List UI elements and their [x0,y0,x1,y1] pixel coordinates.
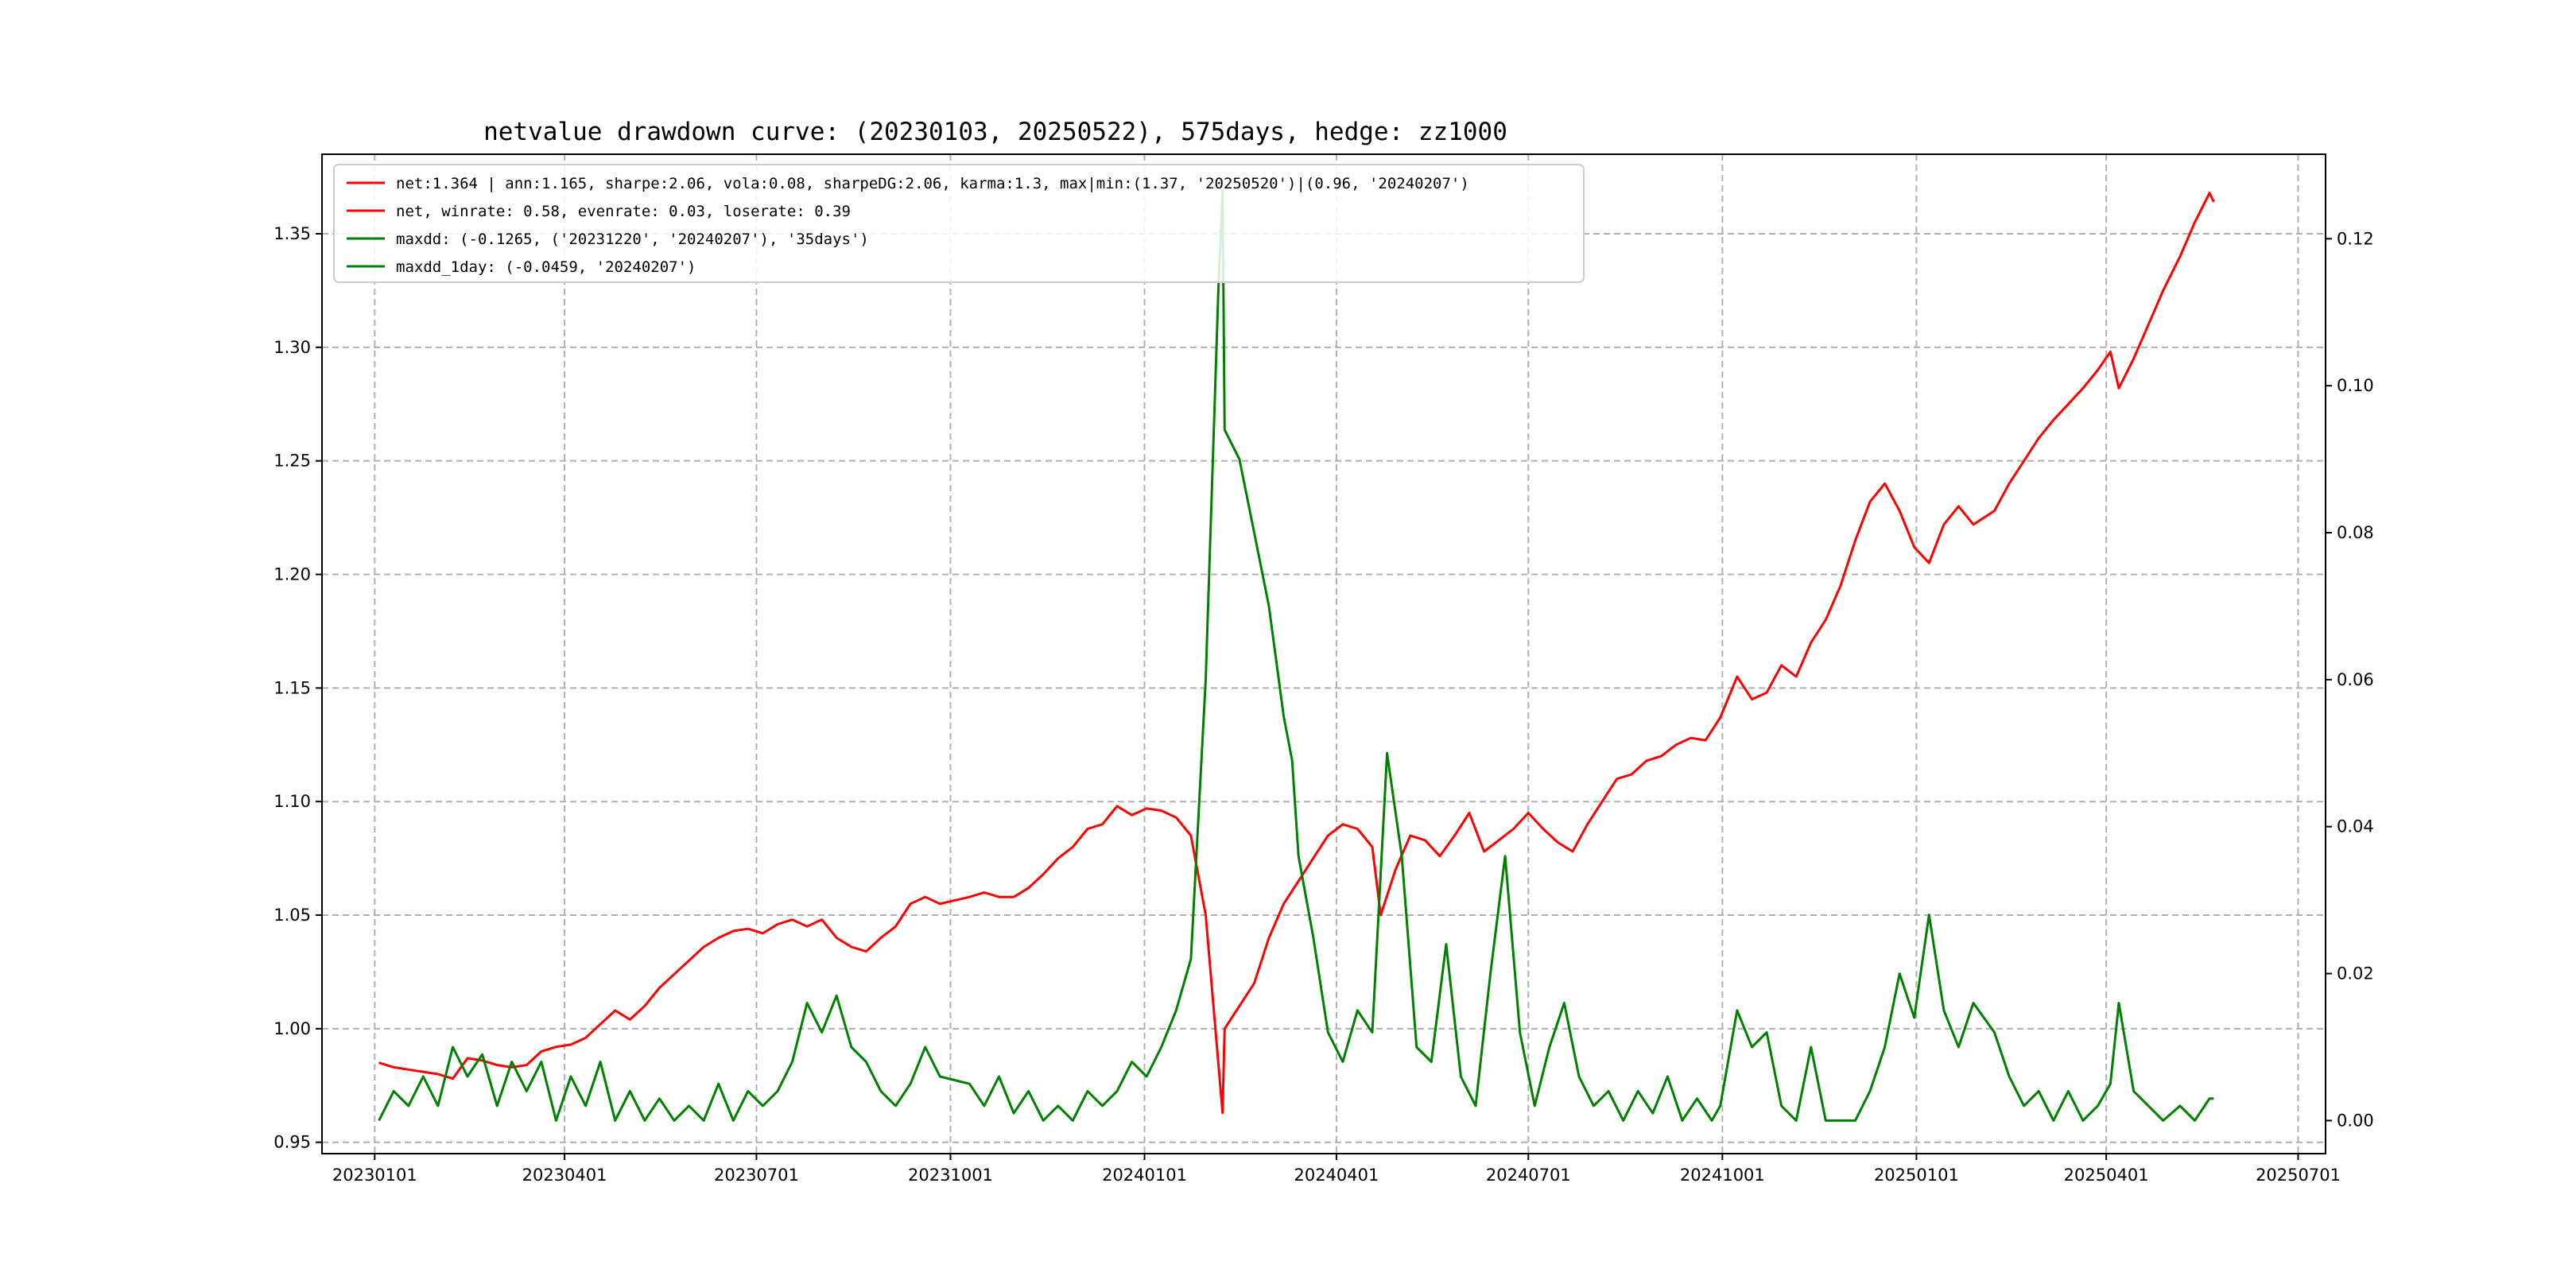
x-tick-label: 20230401 [522,1166,607,1185]
x-tick-label: 20230101 [332,1166,417,1185]
x-tick-label: 20250701 [2256,1166,2341,1185]
net-value-line [378,192,2215,1115]
y2-tick-label: 0.06 [2337,670,2374,689]
drawdown-line [378,189,2214,1122]
y-tick-label: 1.15 [274,678,311,697]
y-tick-label: 1.20 [274,565,311,584]
y2-tick-label: 0.02 [2337,964,2374,983]
y-tick-label: 1.25 [274,452,311,471]
x-tick-label: 20250401 [2064,1166,2149,1185]
y-tick-label: 1.35 [274,224,311,243]
plot-frame [321,153,2326,1154]
series-lines [378,189,2215,1122]
y2-tick-label: 0.10 [2337,376,2374,395]
legend-label-maxdd-1day: maxdd_1day: (-0.0459, '20240207') [396,258,696,276]
x-tick-label: 20241001 [1680,1166,1765,1185]
y-tick-label: 1.05 [274,906,311,925]
x-tick-label: 20240701 [1486,1166,1571,1185]
axes [321,153,2326,1154]
x-tick-label: 20250101 [1874,1166,1959,1185]
x-tick-label: 20230701 [714,1166,799,1185]
y-axis-left-ticks: 0.95 1.00 1.05 1.10 1.15 1.20 1.25 1.30 1.35 [274,224,322,1152]
x-axis-ticks: 20230101 20230401 20230701 20231001 20240101… [332,1154,2341,1185]
y-tick-label: 1.30 [274,338,311,357]
y-tick-label: 1.10 [274,792,311,811]
x-tick-label: 20240101 [1102,1166,1187,1185]
legend-label-net: net:1.364 | ann:1.165, sharpe:2.06, vola… [396,175,1469,192]
x-tick-label: 20240401 [1294,1166,1379,1185]
y2-tick-label: 0.08 [2337,523,2374,542]
legend-label-maxdd: maxdd: (-0.1265, ('20231220', '20240207'… [396,231,869,248]
grid-lines [322,154,2326,1154]
y2-tick-label: 0.00 [2337,1111,2374,1130]
y-tick-label: 0.95 [274,1133,311,1152]
legend-label-net-rates: net, winrate: 0.58, evenrate: 0.03, lose… [396,203,851,220]
y-tick-label: 1.00 [274,1019,311,1038]
y-axis-right-ticks: 0.00 0.02 0.04 0.06 0.08 0.10 0.12 [2326,229,2374,1130]
y2-tick-label: 0.04 [2337,817,2374,836]
y2-tick-label: 0.12 [2337,229,2374,248]
legend-box [333,164,1585,283]
legend: net:1.364 | ann:1.165, sharpe:2.06, vola… [333,164,1585,283]
x-tick-label: 20231001 [908,1166,993,1185]
chart-title: netvalue drawdown curve: (20230103, 2025… [483,118,1507,146]
